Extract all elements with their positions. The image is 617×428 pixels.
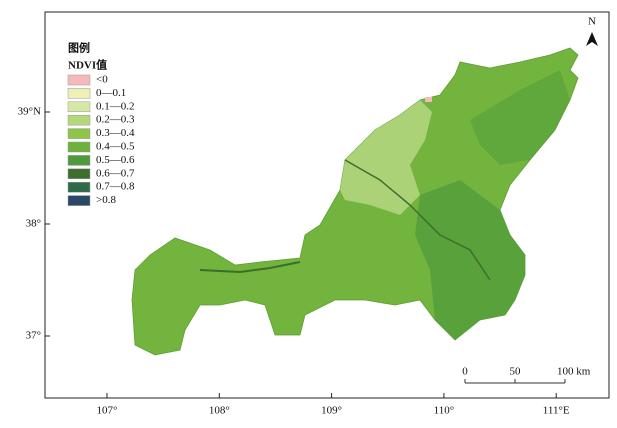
legend-label: 0.7—0.8: [96, 181, 135, 193]
legend-label: 0.6—0.7: [96, 167, 135, 179]
legend-swatch: [67, 195, 91, 206]
x-tick-label: 108°: [209, 405, 230, 417]
legend-swatch: [67, 155, 91, 166]
legend-swatch: [67, 101, 91, 113]
y-tick-label: 39°N: [18, 106, 41, 118]
negative-patch: [425, 97, 432, 102]
x-tick-label: 107°: [97, 405, 118, 417]
legend-label: 0.1—0.2: [96, 100, 135, 112]
legend-label: 0.4—0.5: [96, 141, 135, 153]
legend-label: 0.5—0.6: [96, 154, 135, 166]
x-tick-label: 110°: [434, 405, 455, 417]
legend-swatch: [67, 74, 91, 86]
scale-label: 100 km: [557, 366, 591, 378]
scale-label: 0: [462, 366, 468, 378]
scale-label: 50: [510, 366, 522, 378]
y-tick-label: 38°: [26, 218, 41, 230]
legend-swatch: [67, 114, 91, 126]
river: [344, 159, 491, 281]
light-area: [340, 100, 432, 215]
legend-label: >0.8: [96, 194, 116, 206]
north-arrow: [586, 32, 598, 46]
legend-swatch: [67, 128, 91, 139]
legend-subtitle: NDVI值: [68, 58, 107, 72]
legend-label: 0.3—0.4: [96, 127, 135, 139]
x-tick-label: 111°E: [543, 405, 570, 417]
legend-title: 图例: [68, 41, 90, 55]
river: [199, 261, 301, 274]
legend-swatch: [67, 181, 91, 193]
legend-label: <0: [96, 74, 108, 86]
legend-swatch: [67, 141, 91, 153]
legend-swatch: [67, 168, 91, 180]
dark-area: [415, 180, 525, 340]
legend-label: 0—0.1: [96, 87, 126, 99]
legend-label: 0.2—0.3: [96, 114, 135, 126]
y-tick-label: 37°: [26, 330, 41, 342]
legend-swatch: [67, 88, 91, 99]
x-tick-label: 109°: [321, 405, 342, 417]
north-label: N: [588, 16, 596, 28]
dark-area: [470, 70, 570, 165]
